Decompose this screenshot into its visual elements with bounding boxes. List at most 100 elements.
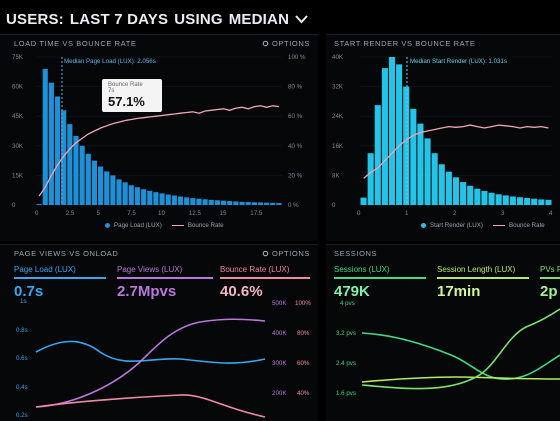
metric-value: 17min [437,283,481,300]
bar [424,138,431,205]
metric-sessions[interactable]: Sessions (LUX) 479K [334,265,430,300]
tooltip-value: 57.1% [108,94,145,109]
bar [177,196,184,205]
options-button[interactable]: OPTIONS [262,249,310,258]
legend-item: Bounce Rate [508,222,545,229]
bar [42,68,48,205]
bar [104,171,110,205]
options-label: OPTIONS [272,249,310,258]
median-marker-label: Median Start Render (LUX): 1.031s [410,58,507,65]
users-label: USERS: [6,10,64,28]
bar [531,198,538,205]
y-tick-right: 100% [295,300,311,307]
bar [233,201,239,205]
bar [502,195,509,205]
bar [227,201,233,205]
y-tick: 0.6s [16,355,28,362]
bar [251,202,257,205]
bar [524,197,531,205]
metric-pvs[interactable]: PVs P 2p [540,265,560,300]
metric-underline [437,277,529,279]
bar [134,187,141,205]
bar [245,202,251,205]
y-tick-right: 40% [297,390,310,397]
median-marker-label: Median Page Load (LUX): 2.056s [64,58,156,65]
x-tick: 2 [453,210,457,217]
bar [467,185,474,205]
y-tick-right: 80% [297,330,310,337]
bar [360,197,367,205]
bar [190,198,196,205]
bar [202,199,208,205]
metric-value: 2p [540,283,558,300]
load-time-chart: 75K 60K 45K 30K 15K 0 100 % 80 % 60 % 40 % 20 % 0 %… [12,54,306,217]
metric-page-views[interactable]: Page Views (LUX) 2.7Mpvs [117,265,213,300]
chevron-down-icon[interactable] [295,11,308,27]
y-tick-right: 300K [272,360,287,367]
bar [381,68,388,205]
y-tick: 1.6 pvs [336,390,356,397]
bar [128,185,134,205]
y-tick-right: 500K [272,300,287,307]
gear-icon [262,40,269,47]
bar [147,190,153,205]
x-tick: 3 [501,210,505,217]
x-tick: 5 [97,210,101,217]
bar [48,82,54,205]
x-tick: 2.5 [66,210,75,217]
bar [79,145,85,205]
metric-label: Page Load (LUX) [14,265,76,274]
y-tick: 0.2s [16,412,28,419]
bounce-rate-line [38,105,279,197]
metric-bounce-rate[interactable]: Bounce Rate (LUX) 40.6% [220,265,316,300]
chart-legend: Page Load (LUX) Bounce Rate [105,222,224,229]
bar [122,182,128,205]
tooltip-sub: 7s [108,88,115,94]
bar [264,202,270,205]
metric-page-load[interactable]: Page Load (LUX) 0.7s [14,265,110,300]
gear-icon [262,250,269,257]
start-render-panel: START RENDER VS BOUNCE RATE 40K 32K 24K 16K… [326,34,560,241]
options-button[interactable]: OPTIONS [262,39,310,48]
x-tick: 1 [405,210,409,217]
x-tick: 10 [158,210,165,217]
bar [460,182,467,205]
bar [474,188,481,205]
bar [388,57,396,205]
bar [374,105,381,205]
sessions-line [361,332,560,380]
bar [159,193,165,205]
start-render-chart: 40K 32K 24K 16K 8K 0 0 1 2 3 4 [332,54,553,217]
y-tick: 15K [12,172,24,179]
y-tick-right: 400K [272,330,287,337]
legend-bars-swatch [421,223,426,228]
bar [91,160,97,205]
page-views-line [35,318,266,408]
session-length-line [361,376,560,383]
bounce-rate-line [35,394,266,418]
y-tick-right: 60 % [288,113,303,120]
metric-underline [334,277,426,279]
dashboard-header[interactable]: USERS: LAST 7 DAYS USING MEDIAN [6,6,308,32]
page-views-panel: PAGE VIEWS VS ONLOAD OPTIONS Page Load (… [0,244,318,421]
y-tick: 24K [332,113,344,120]
y-tick: 32K [332,84,344,91]
metric-underline [540,277,560,279]
bounce-rate-line [363,124,549,179]
bar [153,192,159,205]
chart-legend: Start Render (LUX) Bounce Rate [421,222,545,229]
period-label: LAST 7 DAYS [69,10,169,28]
sessions-chart: 4 pvs 3.2 pvs 2.4 pvs 1.6 pvs [336,300,560,397]
metric-underline [220,277,310,279]
y-tick: 45K [12,113,24,120]
metric-label: Page Views (LUX) [117,265,183,274]
x-tick: 7.5 [127,210,136,217]
legend-bars-swatch [105,223,110,228]
bar [495,194,502,205]
metric-session-length[interactable]: Session Length (LUX) 17min [437,265,533,300]
y-tick: 2.4 pvs [336,360,356,367]
y-tick: 16K [332,143,344,150]
y-tick-right: 80 % [288,84,303,91]
x-tick: 15 [220,210,227,217]
y-tick: 0 [12,202,16,209]
